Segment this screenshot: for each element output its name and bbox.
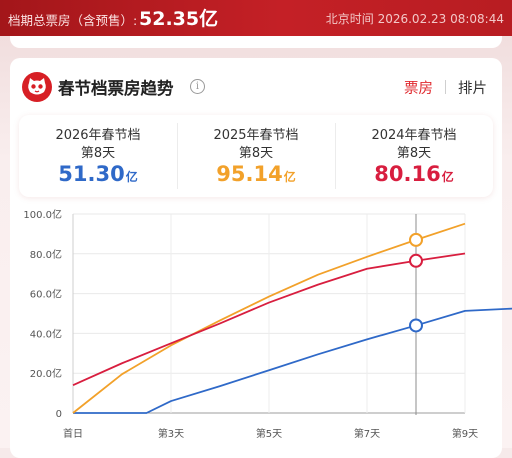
chart-series [72,222,512,414]
stat-year: 2025年春节档 [213,128,299,143]
y-tick-label: 80.0亿 [30,248,62,261]
stat-value: 95.14 [216,162,283,186]
stat-unit: 亿 [283,170,296,184]
stat-year: 2026年春节档 [55,128,141,143]
stat-separator [335,123,336,189]
series-line-1 [72,222,466,414]
y-tick-label: 40.0亿 [30,327,62,340]
stats-panel: 2026年春节档 第8天 51.30亿 2025年春节档 第8天 95.14亿 … [19,115,493,197]
stat-day: 第8天 [238,146,274,161]
tab-screenings[interactable]: 排片 [458,81,487,97]
series-line-0 [73,307,512,414]
stat-day: 第8天 [396,146,432,161]
stat-value: 80.16 [374,162,441,186]
y-tick-label: 100.0亿 [23,208,62,221]
tab-box-office[interactable]: 票房 [404,81,433,97]
beijing-time: 北京时间 2026.02.23 08:08:44 [325,12,504,26]
x-tick-label: 第7天 [354,427,380,440]
stat-separator [177,123,178,189]
y-tick-label: 20.0亿 [30,367,62,380]
x-tick-label: 第9天 [452,427,478,440]
stat-value-wrap: 51.30亿 [19,162,177,186]
x-tick-label: 第3天 [158,427,184,440]
stat-unit: 亿 [125,170,138,184]
stat-2026[interactable]: 2026年春节档 第8天 51.30亿 [19,115,177,197]
stat-2024[interactable]: 2024年春节档 第8天 80.16亿 [335,115,493,197]
stat-value-wrap: 80.16亿 [335,162,493,186]
stat-2025[interactable]: 2025年春节档 第8天 95.14亿 [177,115,335,197]
stat-unit: 亿 [441,170,454,184]
y-tick-label: 60.0亿 [30,288,62,301]
card-title: 春节档票房趋势 [58,79,174,98]
series-marker-2 [409,253,423,268]
series-line-2 [72,252,466,386]
x-tick-label: 首日 [63,427,83,440]
x-tick-label: 第5天 [256,427,282,440]
top-banner: 档期总票房（含预售）: 52.35亿 北京时间 2026.02.23 08:08… [0,0,512,36]
stat-value-wrap: 95.14亿 [177,162,335,186]
previous-card-bottom [10,36,502,48]
stat-value: 51.30 [58,162,125,186]
stat-year: 2024年春节档 [371,128,457,143]
stat-day: 第8天 [80,146,116,161]
tab-divider [445,80,446,94]
info-icon[interactable]: i [190,79,205,94]
series-marker-1 [409,232,423,247]
total-box-office-value: 52.35亿 [139,8,219,30]
total-box-office-label: 档期总票房（含预售）: [8,13,138,28]
y-tick-label: 0 [56,409,62,420]
series-marker-0 [409,318,423,333]
cat-logo-icon [22,72,52,102]
